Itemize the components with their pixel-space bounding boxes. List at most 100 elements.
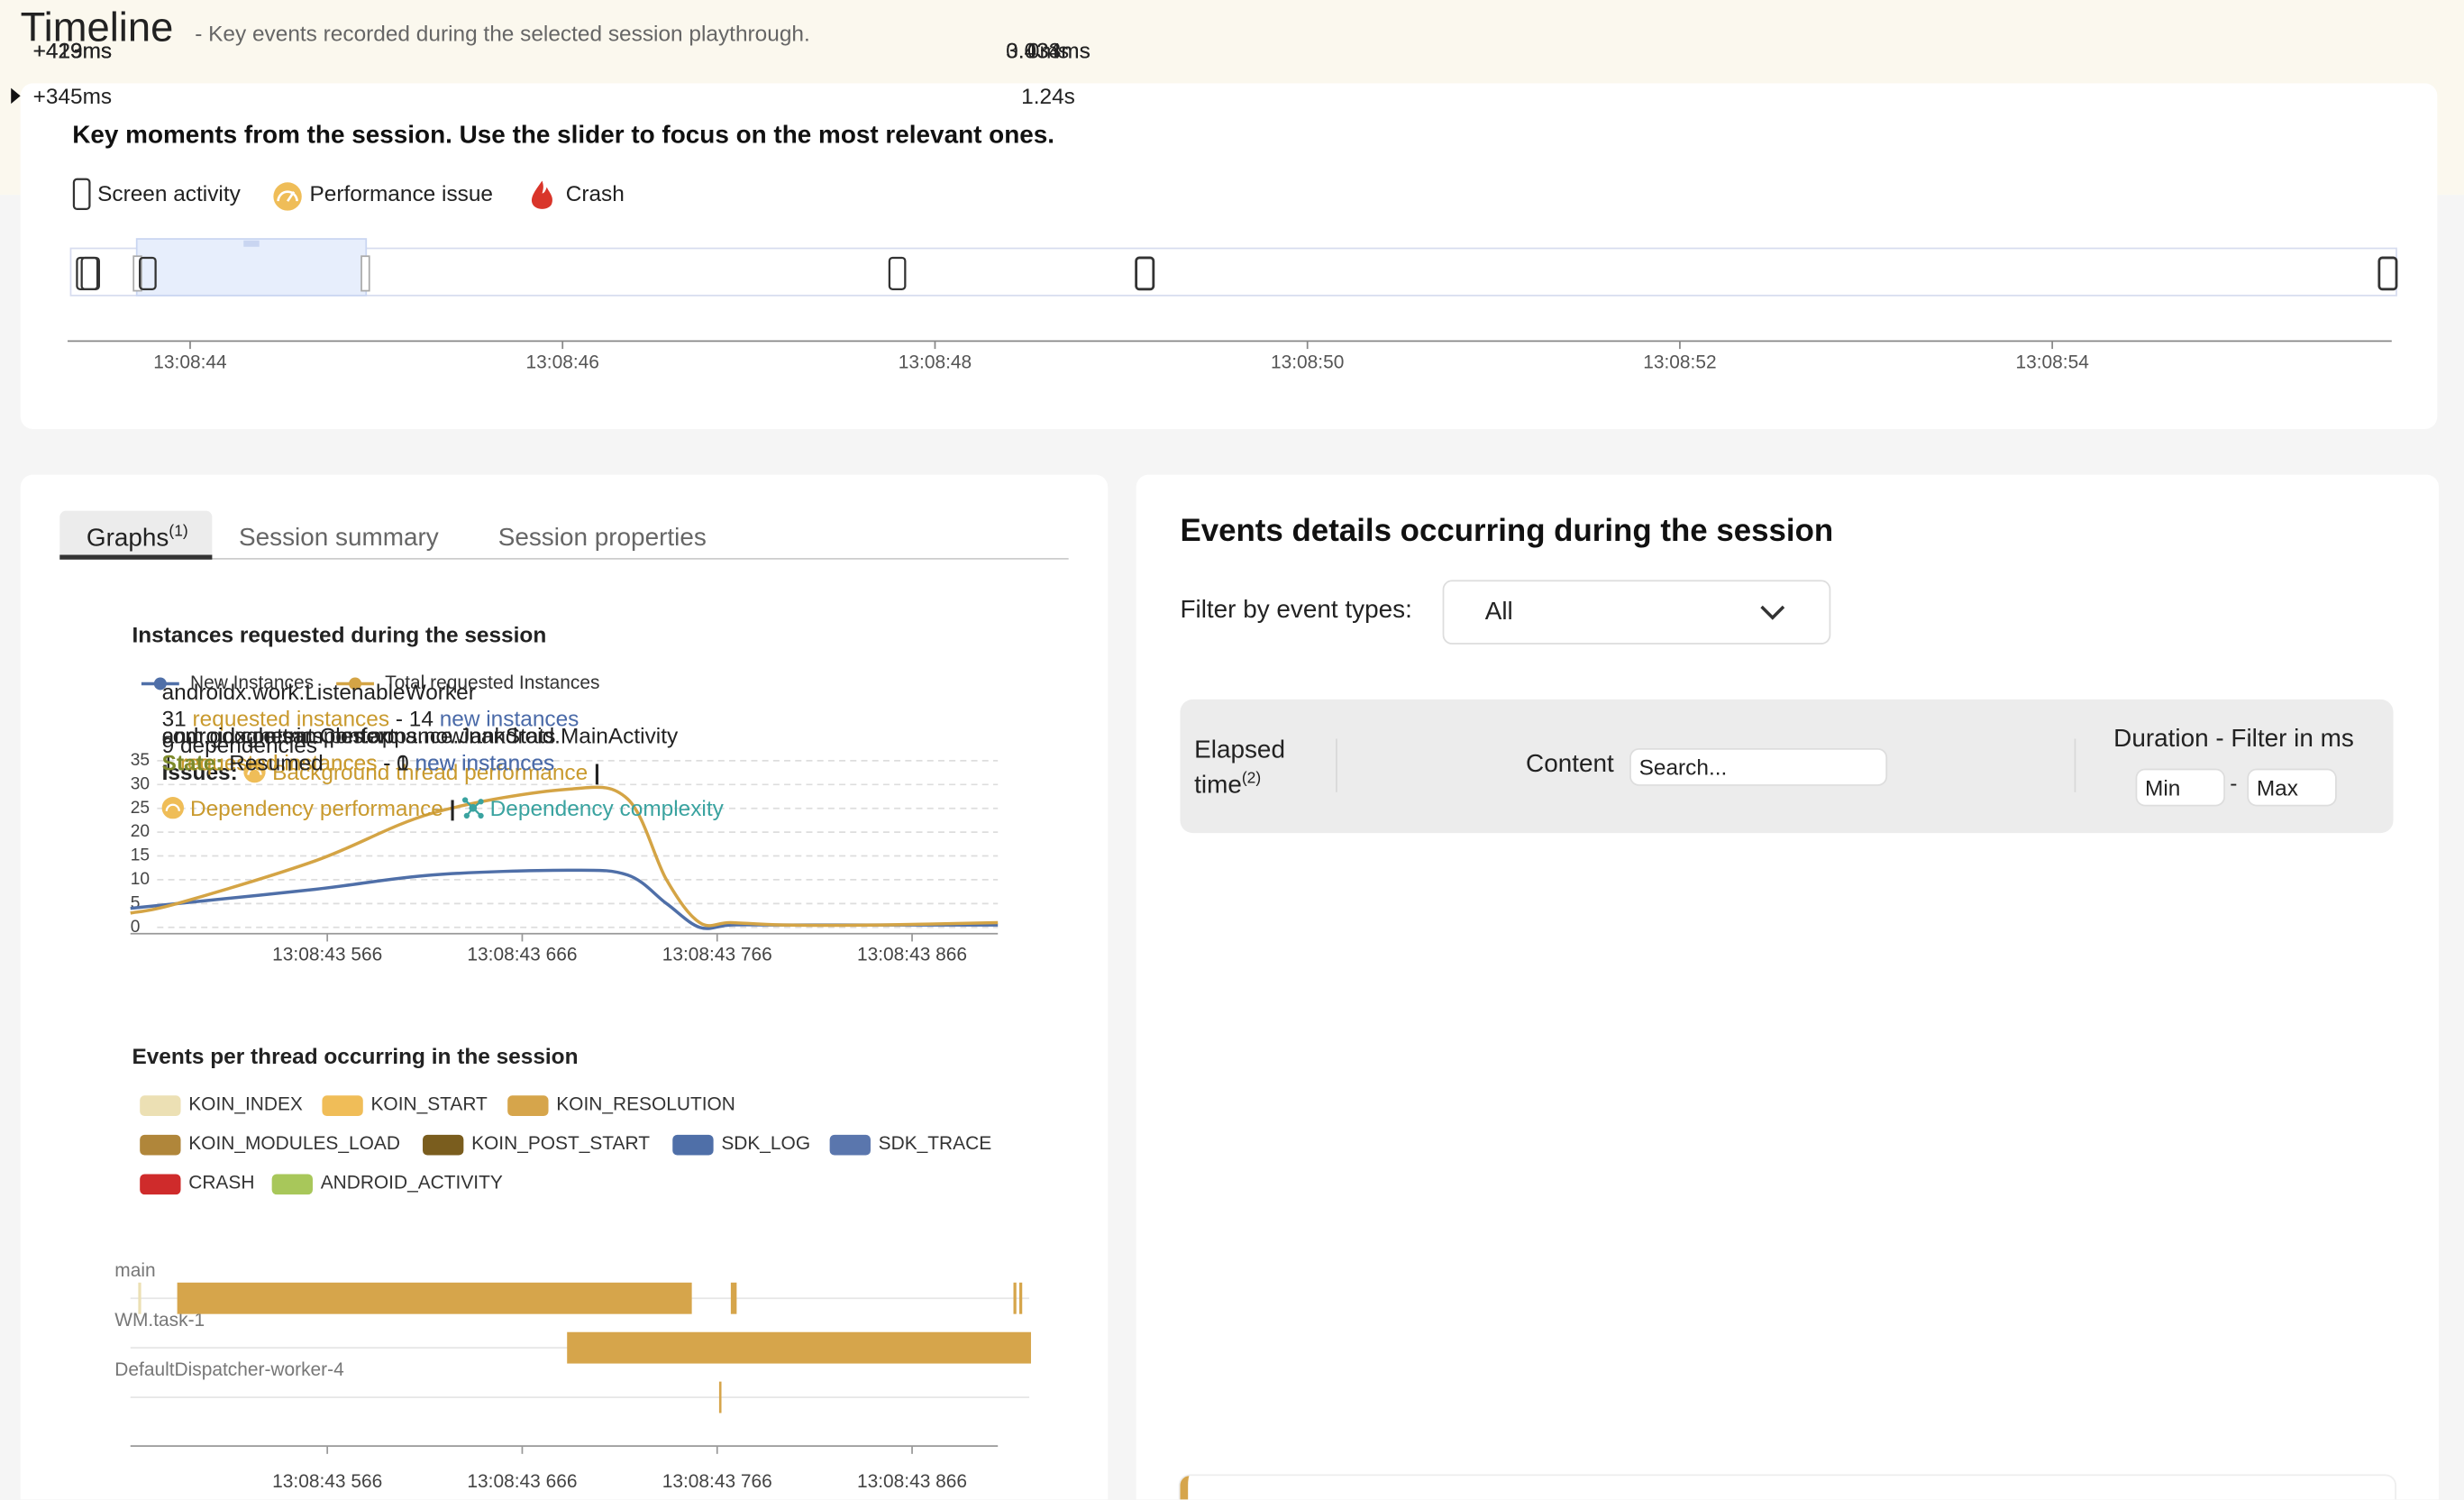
timeline-heading: Key moments from the session. Use the sl… [72,123,1055,150]
tab-line [59,557,1069,560]
tab-label: Graphs [86,525,169,553]
events-card [1136,474,2440,1500]
x-tick-label: 13:08:44 [153,352,227,372]
x-tick-label: 13:08:43 866 [857,1471,967,1492]
gauge-icon [243,760,267,782]
requested-count: 1 [161,749,175,775]
segment [718,1381,722,1413]
range-sep: - [2230,770,2238,796]
event-row-partial [1180,1476,2396,1500]
tab[interactable]: Session properties [497,525,707,553]
event-name: android.content.Context [161,723,396,748]
chart-title: Instances requested during the session [132,624,546,648]
state-value: Resumed [229,749,324,775]
y-tick-label: 20 [131,822,150,841]
segment [177,1282,692,1314]
issue: Dependency complexity [489,794,724,820]
col-duration: Duration - Filter in ms [2113,726,2354,754]
col-sep [1336,738,1337,792]
icon-part [277,190,298,202]
legend-swatch [423,1134,464,1156]
instances: 1 requested instances - 0 new instances [162,750,555,777]
x-tick-label: 13:08:52 [1643,352,1716,372]
filter-select[interactable]: All [1442,580,1831,645]
content: androidx.metrics.performance.JankStats 1 … [162,0,556,1499]
event-name: androidx.work.ListenableWorker [161,678,476,704]
y-tick-label: 0 [131,918,141,937]
new-label: new instances [439,705,579,730]
legend-label: CRASH [188,1172,254,1193]
issue: Background thread performance [272,758,589,784]
event-row[interactable]: +413ms 0.034ms android.content.Context 1 re… [0,37,2464,775]
tab[interactable]: Graphs(1) [87,524,188,554]
x-tick-label: 13:08:50 [1271,352,1344,372]
slider [67,238,2398,343]
legend-swatch [507,1095,549,1116]
legend-icons [72,178,552,211]
filter-value: All [1484,598,1513,626]
icon-part [531,180,552,209]
max-input[interactable]: Max [2247,768,2337,807]
duration: 1.24s [1021,83,1075,109]
legend-swatch [140,1134,181,1156]
series-line [130,785,999,928]
search-input[interactable]: Search... [1629,747,1888,786]
issues: Dependency performance | Dependency comp… [161,794,724,821]
legend-swatch [672,1134,714,1156]
x-tick-label: 13:08:54 [2015,352,2089,372]
chart-title: Events per thread occurring in the sessi… [132,1045,578,1069]
legend-label: KOIN_POST_START [471,1133,650,1154]
segment [1013,1282,1017,1314]
max-placeholder: Max [2256,774,2298,800]
legend-swatch [140,1174,181,1195]
icon-part [132,255,142,292]
elapsed: +345ms [32,83,113,109]
legend-label: ANDROID_ACTIVITY [321,1172,503,1193]
x-tick-label: 13:08:43 766 [662,945,772,965]
events-title: Events details occurring during the sess… [1180,514,1834,549]
issues-label: Issues: [161,758,238,784]
icon-part [139,256,157,290]
col-elapsed: Elapsed time [1194,736,1285,800]
legend-swatch [322,1095,363,1116]
elapsed: +413ms [32,36,113,62]
gauge-icon [161,796,185,819]
icon-part [286,190,296,202]
min-input[interactable]: Min [2135,768,2225,807]
legend-dot [153,677,167,691]
graphs-card [20,474,1109,1500]
icon-part [69,247,2397,297]
content: com.google.samples.apps.nowinandroid.Mai… [162,0,679,1499]
new-count: 14 [408,705,433,730]
legend-label: KOIN_MODULES_LOAD [188,1133,400,1154]
event-row[interactable]: +429ms 3.433ms androidx.metrics.performanc… [0,38,2464,775]
segment [567,1331,1031,1364]
legend-label: KOIN_RESOLUTION [556,1093,735,1114]
sep: - [383,749,391,775]
segment [1018,1282,1023,1314]
requested-label: requested instances [179,749,378,775]
x-tick-label: 13:08:43 566 [272,945,382,965]
x-tick-label: 13:08:48 [899,352,972,372]
min-placeholder: Min [2145,774,2181,800]
state: State: Resumed [162,750,679,777]
icon-part [1135,256,1155,291]
chevron [1760,605,1785,620]
filter-label: Filter by event types: [1180,597,1412,625]
legend-label: Performance issue [309,180,494,206]
requested-label: requested instances [192,705,390,730]
tab[interactable]: Session summary [239,525,439,553]
event-row[interactable]: +429ms 0ms com.google.samples.apps.nowinan… [0,37,2464,775]
duration: 0.034ms [1006,36,1091,62]
issues: Issues: Background thread performance | [162,758,724,785]
icon-part [243,240,260,247]
legend-dot [349,677,362,691]
x-tick-label: 13:08:43 666 [467,1471,577,1492]
legend-label: Total requested Instances [385,672,599,693]
segment [730,1282,737,1314]
sep: - [383,749,391,775]
thread-label: WM.task-1 [114,1310,205,1331]
duration: 0ms [1027,36,1070,62]
